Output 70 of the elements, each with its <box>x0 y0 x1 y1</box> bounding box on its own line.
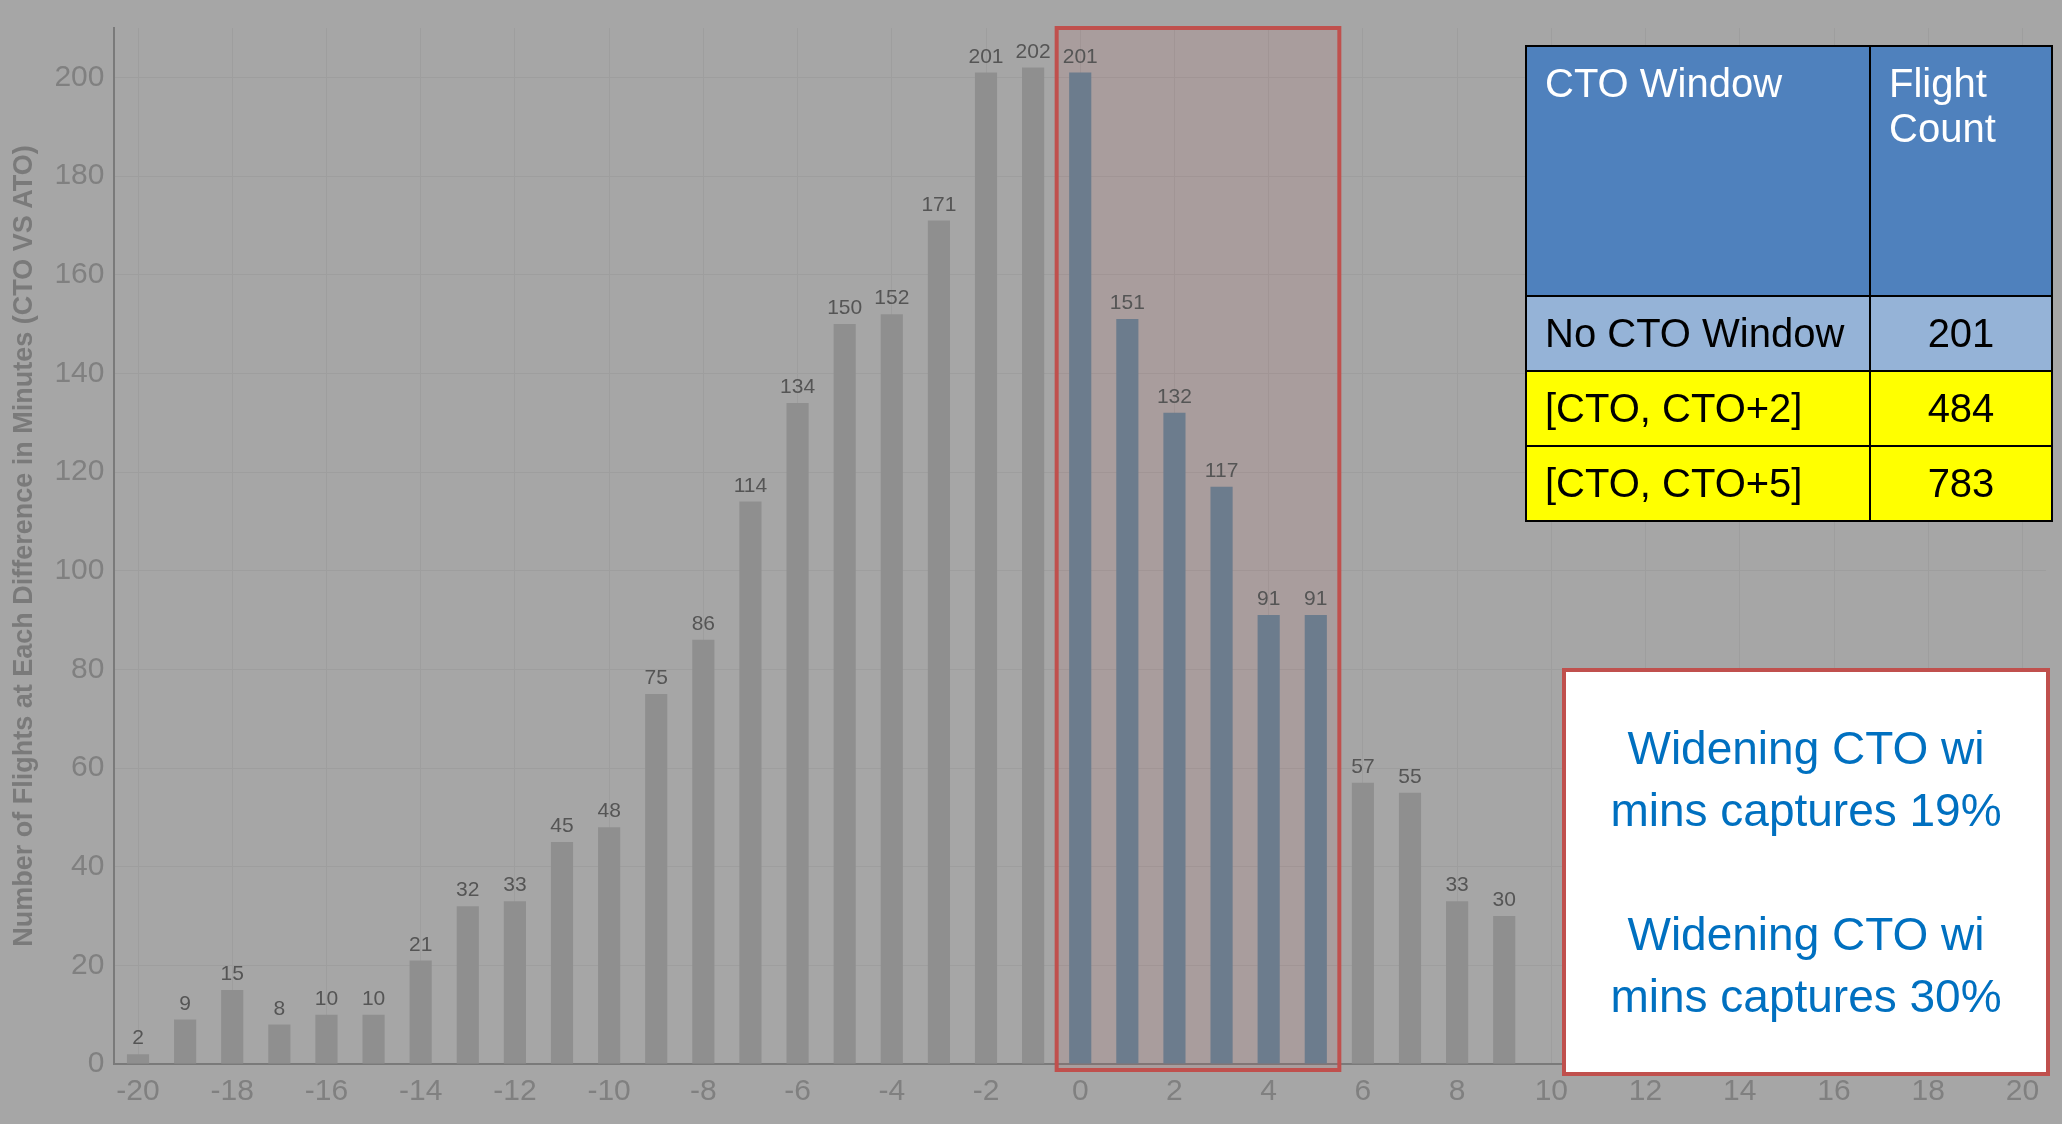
text: Flight Count <box>1870 46 2052 296</box>
data-label: 2 <box>132 1025 144 1049</box>
annotation: Widening CTO wi mins captures 19% <box>1609 720 2003 838</box>
bar <box>1116 319 1139 1064</box>
bar <box>174 1019 197 1064</box>
category-label: [CTO, CTO+2] <box>1526 371 1870 446</box>
bar <box>456 906 479 1064</box>
data-label: 45 <box>550 813 574 837</box>
bar <box>974 72 998 1064</box>
bar <box>880 314 903 1064</box>
data-label: 117 <box>1204 458 1239 482</box>
data-label: 150 <box>827 295 863 319</box>
bar <box>503 901 526 1064</box>
data-label: 171 <box>921 191 957 215</box>
data-label: 91 <box>1304 586 1328 610</box>
bar <box>786 402 809 1064</box>
text: CTO Window <box>1526 46 1870 296</box>
bar <box>1304 615 1327 1064</box>
data-label: 86 <box>691 611 716 635</box>
data-label: 484 <box>1870 371 2052 446</box>
data-label: 30 <box>1492 887 1516 911</box>
data-label: 201 <box>968 43 1004 67</box>
bar <box>1446 901 1469 1064</box>
data-label: 134 <box>780 374 816 398</box>
bar <box>1069 72 1092 1064</box>
bar <box>833 324 856 1064</box>
data-label: 48 <box>597 798 621 822</box>
category-label: No CTO Window <box>1526 296 1870 371</box>
data-label: 201 <box>1870 296 2052 371</box>
data-label: 10 <box>314 985 339 1009</box>
data-label: 10 <box>361 985 386 1009</box>
bar <box>268 1024 291 1064</box>
data-label: 202 <box>1015 38 1051 62</box>
bar <box>598 827 621 1064</box>
bar <box>409 960 432 1064</box>
data-label: 783 <box>1870 446 2052 521</box>
data-label: 132 <box>1156 384 1192 408</box>
data-label: 32 <box>456 877 480 901</box>
bar <box>1257 615 1280 1064</box>
data-label: 33 <box>503 872 527 896</box>
data-label: 57 <box>1351 754 1375 778</box>
data-label: 91 <box>1256 586 1281 610</box>
bar <box>1493 916 1516 1064</box>
bar <box>645 694 668 1064</box>
bar <box>221 990 244 1064</box>
bar <box>927 220 950 1064</box>
data-label: 55 <box>1398 763 1422 787</box>
data-label: 75 <box>644 665 668 689</box>
data-label: 8 <box>273 995 286 1019</box>
data-label: 201 <box>1062 43 1098 67</box>
bar <box>1351 782 1374 1064</box>
data-label: 15 <box>220 961 244 985</box>
bar <box>739 501 762 1064</box>
bar <box>550 842 574 1064</box>
data-label: 151 <box>1109 290 1145 314</box>
bar <box>126 1054 150 1064</box>
bar <box>1022 67 1045 1064</box>
data-label: 114 <box>733 472 768 496</box>
data-label: 33 <box>1445 872 1469 896</box>
bar <box>692 639 715 1064</box>
bar <box>362 1014 385 1064</box>
bar <box>1163 412 1186 1064</box>
bar <box>315 1014 338 1064</box>
category-label: [CTO, CTO+5] <box>1526 446 1870 521</box>
bar <box>1398 792 1422 1064</box>
data-label: 21 <box>408 931 433 955</box>
bar <box>1210 486 1233 1064</box>
data-label: 152 <box>874 285 910 309</box>
data-label: 9 <box>179 990 191 1014</box>
annotation: Widening CTO wi mins captures 30% <box>1609 906 2003 1024</box>
